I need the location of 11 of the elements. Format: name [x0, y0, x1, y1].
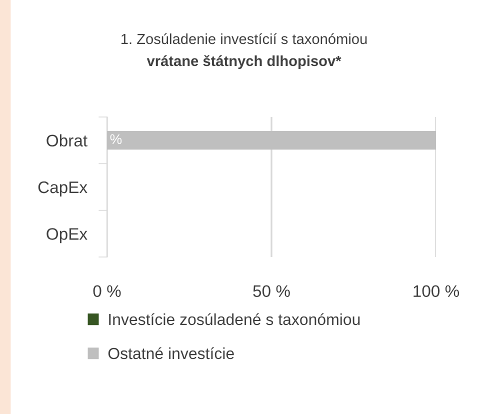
- y-tick-label: OpEx: [46, 228, 88, 244]
- y-tick-label: Obrat: [46, 134, 88, 147]
- y-tick-label: CapEx: [38, 181, 88, 196]
- chart-subtitle: vrátane štátnych dlhopisov*: [146, 55, 342, 70]
- x-tick-label: 100 %: [414, 285, 460, 298]
- x-tick-label: 50 %: [253, 285, 290, 298]
- legend-label: Investície zosúladené s taxonómiou: [109, 313, 360, 326]
- x-tick-label: 0 %: [93, 285, 121, 298]
- chart-title: 1. Zosúladenie investícií s taxonómiou: [122, 33, 367, 44]
- annotation: %: [110, 134, 122, 144]
- legend-label: Ostatné investície: [108, 347, 234, 360]
